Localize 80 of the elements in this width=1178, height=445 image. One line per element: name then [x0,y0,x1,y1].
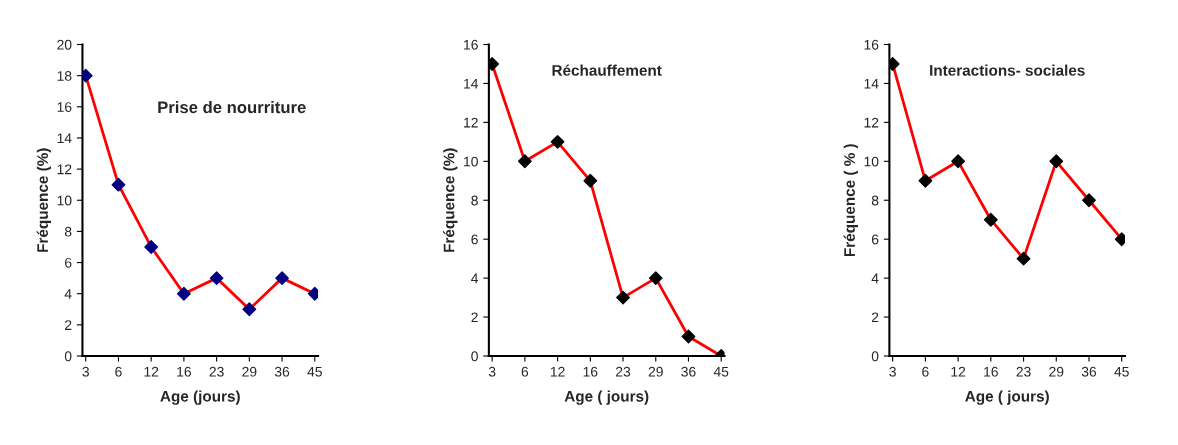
y-tick-label: 2 [65,320,72,330]
point [1049,154,1064,169]
point [242,302,257,317]
x-tick-label: 6 [922,366,929,377]
point [176,286,191,301]
point [918,173,933,188]
x-tick-label: 29 [242,366,257,377]
x-tick-label: 12 [550,366,565,377]
x-axis-title: Age (jours) [160,390,240,405]
point [209,271,224,286]
point [616,290,630,305]
x-tick-label: 3 [488,366,496,377]
point [1082,193,1096,208]
y-tick-label: 10 [464,156,478,167]
y-tick-label: 6 [871,234,879,245]
point [1016,251,1031,266]
point [144,240,159,254]
x-tick-label: 36 [681,366,696,377]
y-tick-label: 6 [471,234,478,245]
point [951,154,966,169]
x-tick-label: 12 [144,366,159,377]
x-axis-title: Age ( jours) [564,390,649,405]
y-tick-label: 8 [64,226,72,237]
y-tick-label: 16 [864,39,879,50]
x-tick-label: 45 [713,366,729,377]
y-tick-label: 10 [864,156,879,167]
point [550,134,565,149]
point [583,173,598,188]
y-tick-label: 14 [864,78,879,89]
y-tick-label: 0 [471,351,478,362]
x-tick-label: 3 [82,366,89,377]
point [111,177,126,192]
text: Prise de nourriture [158,100,306,114]
point [681,329,696,344]
y-tick-label: 18 [57,70,72,81]
x-axis-title: Age ( jours) [965,390,1049,405]
y-tick-label: 4 [871,273,879,284]
x-tick-label: 23 [616,366,631,377]
y-tick-label: 0 [64,351,72,362]
point [983,212,998,227]
y-tick-label: 10 [57,195,72,206]
y-tick-label: 6 [65,257,72,268]
y-tick-label: 14 [464,78,479,89]
y-tick-label: 8 [471,195,478,206]
x-tick-label: 29 [1049,366,1064,377]
x-tick-label: 6 [115,366,122,377]
y-tick-label: 16 [57,102,72,112]
y-tick-label: 12 [864,117,879,128]
x-tick-label: 23 [1016,366,1031,377]
y-tick-label: 2 [871,312,879,323]
x-tick-label: 45 [307,366,322,377]
point [648,271,663,286]
y-tick-label: 4 [64,289,72,299]
x-tick-label: 36 [1081,366,1097,377]
x-tick-label: 16 [583,366,598,377]
x-tick-label: 23 [209,366,224,377]
text: Interactions- sociales [930,64,1085,76]
x-tick-label: 6 [521,366,529,377]
y-tick-label: 12 [57,164,72,175]
y-axis-title: Fréquence (%) [443,148,458,252]
text: Réchauffement [552,64,662,76]
x-tick-label: 16 [984,366,998,377]
y-tick-label: 12 [464,117,478,128]
y-tick-label: 8 [871,195,879,206]
y-tick-label: 14 [57,133,72,143]
y-tick-label: 0 [871,351,879,362]
x-tick-label: 45 [1114,366,1129,377]
y-tick-label: 4 [471,273,479,284]
x-tick-label: 3 [889,366,896,377]
x-tick-label: 29 [648,366,663,377]
y-tick-label: 16 [464,39,478,50]
y-tick-label: 2 [471,312,478,323]
x-tick-label: 12 [951,366,966,377]
point [517,154,532,169]
point [275,271,289,286]
x-tick-label: 36 [274,366,290,377]
y-tick-label: 20 [57,39,72,50]
y-axis-title: Fréquence (%) [36,148,52,252]
x-tick-label: 16 [177,366,192,377]
y-axis-title: Fréquence ( % ) [843,144,858,257]
